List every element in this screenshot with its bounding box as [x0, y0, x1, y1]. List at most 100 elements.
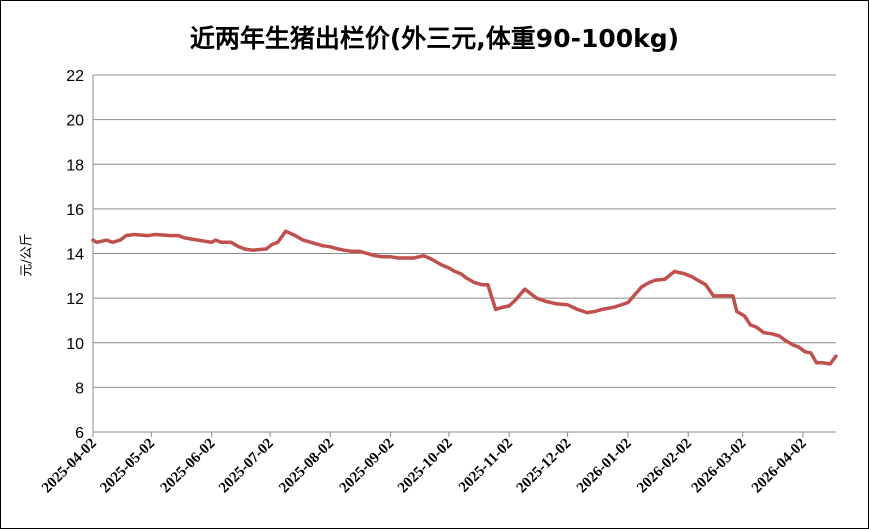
data-point [778, 334, 782, 338]
data-point [110, 240, 115, 244]
data-point [177, 234, 181, 238]
data-point [464, 276, 468, 280]
y-tick-label: 18 [66, 157, 84, 174]
data-point [797, 345, 801, 349]
data-point [704, 283, 708, 287]
data-point [494, 307, 498, 311]
data-point [762, 331, 766, 335]
data-point [585, 311, 589, 315]
data-point [723, 294, 727, 298]
data-point [396, 256, 400, 260]
data-point [735, 309, 739, 314]
data-point [803, 350, 807, 354]
data-point [480, 283, 484, 287]
data-point [820, 361, 825, 365]
x-tick-label: 2025-08-02 [276, 436, 337, 497]
y-tick-label: 16 [66, 202, 84, 219]
x-tick-label: 2025-11-02 [456, 436, 516, 496]
data-point [229, 240, 233, 244]
data-point [153, 232, 157, 237]
data-point [264, 247, 268, 251]
data-point [320, 244, 325, 248]
data-point [676, 270, 681, 275]
data-point [513, 298, 517, 302]
x-tick-label: 2026-03-02 [689, 436, 750, 497]
data-point [105, 238, 109, 242]
data-point [389, 255, 393, 259]
data-point [626, 301, 630, 305]
data-point [523, 287, 527, 291]
data-point [575, 307, 579, 311]
data-point [809, 351, 813, 355]
data-point [612, 305, 616, 309]
data-point [342, 248, 346, 252]
data-point [834, 354, 838, 358]
data-point [293, 234, 297, 238]
data-point [754, 325, 758, 329]
data-point [145, 234, 150, 238]
data-point [301, 238, 305, 242]
data-point [770, 332, 774, 336]
x-tick-label: 2025-10-02 [395, 436, 456, 497]
data-point [91, 238, 95, 242]
data-point [566, 303, 570, 307]
data-point [534, 296, 539, 300]
data-point [357, 249, 362, 253]
y-tick-label: 20 [66, 113, 84, 130]
data-point [501, 305, 505, 309]
data-point [132, 232, 136, 237]
data-point [507, 304, 511, 308]
data-point [237, 245, 241, 249]
data-point [429, 257, 433, 261]
data-point [554, 302, 558, 306]
data-point [439, 263, 443, 267]
data-point [270, 243, 274, 247]
data-point [402, 256, 406, 260]
price-series-line [91, 229, 838, 366]
data-point [486, 283, 490, 287]
data-point [748, 323, 753, 327]
data-point [182, 236, 186, 240]
data-point [634, 292, 638, 296]
data-point [711, 294, 716, 298]
data-point [95, 240, 99, 244]
data-point [696, 278, 700, 282]
data-point [472, 280, 476, 285]
data-point [653, 278, 657, 282]
data-point [118, 238, 122, 242]
data-point [373, 254, 377, 258]
data-point [690, 275, 694, 279]
data-point [593, 309, 597, 314]
data-point [544, 299, 548, 304]
data-point [243, 247, 247, 251]
data-point [783, 338, 788, 343]
data-point [719, 294, 723, 298]
data-point [828, 362, 832, 366]
x-tick-label: 2025-07-02 [216, 436, 277, 497]
data-point [210, 240, 214, 244]
data-point [459, 272, 463, 276]
data-point [213, 238, 218, 242]
data-point [673, 269, 677, 273]
x-tick-label: 2025-12-02 [514, 436, 575, 497]
x-tick-label: 2025-05-02 [97, 436, 158, 497]
data-point [453, 269, 457, 273]
x-tick-label: 2026-01-02 [574, 436, 635, 497]
data-point [309, 240, 313, 244]
data-point [169, 234, 173, 238]
data-point [196, 238, 200, 242]
y-tick-label: 14 [66, 247, 84, 264]
data-point [447, 266, 451, 270]
data-point [328, 245, 332, 249]
x-tick-label: 2025-06-02 [158, 436, 219, 497]
data-point [663, 277, 667, 281]
x-tick-label: 2025-04-02 [39, 436, 100, 497]
y-tick-label: 6 [75, 425, 84, 442]
x-tick-label: 2026-04-02 [749, 436, 810, 497]
data-point [639, 285, 644, 289]
data-point [601, 307, 605, 311]
data-point [381, 255, 385, 259]
data-point [219, 240, 223, 244]
